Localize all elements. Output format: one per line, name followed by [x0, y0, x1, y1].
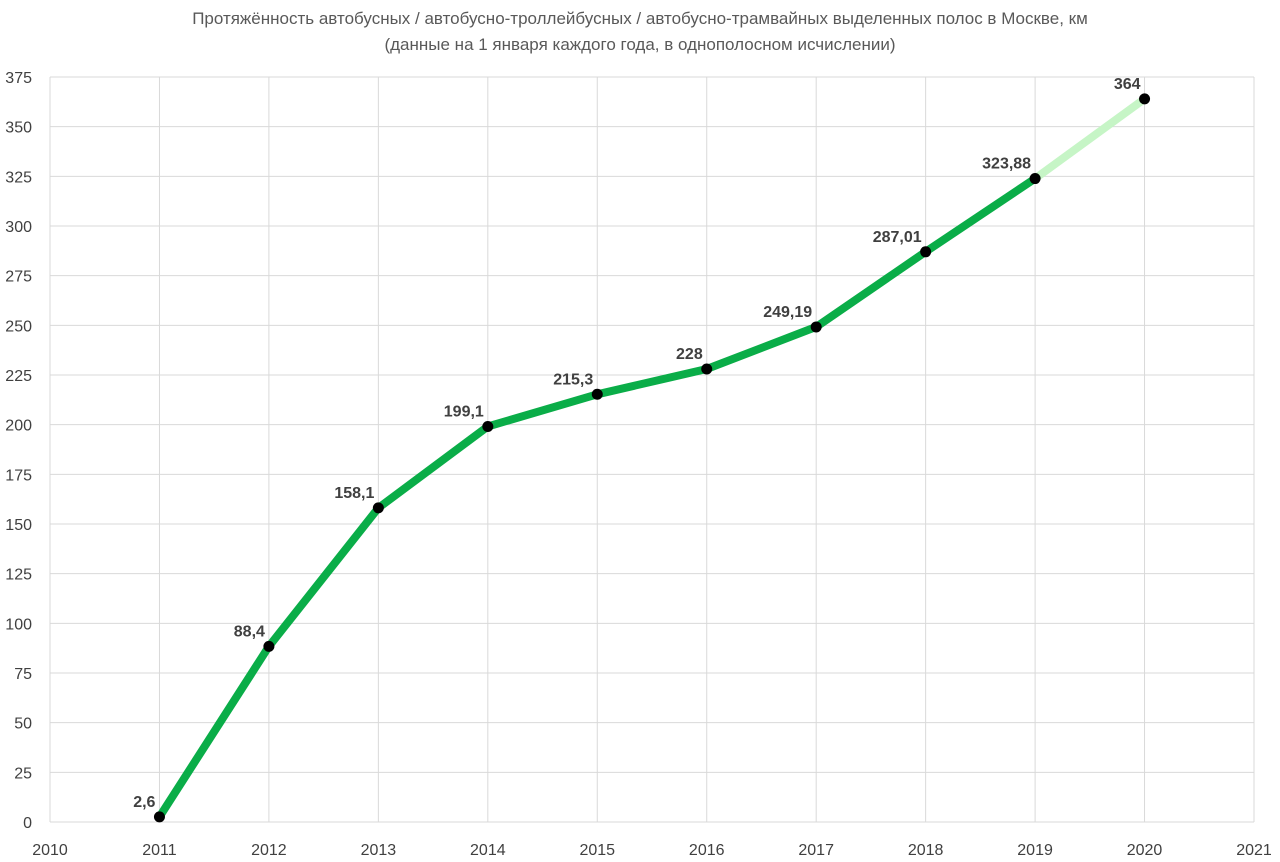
y-tick-label: 325 — [5, 169, 32, 186]
y-tick-label: 75 — [14, 666, 32, 683]
y-tick-label: 175 — [5, 467, 32, 484]
data-point — [153, 811, 165, 823]
x-tick-label: 2013 — [361, 842, 397, 859]
series-markers — [153, 93, 1151, 823]
x-tick-label: 2011 — [142, 842, 177, 859]
data-point — [920, 246, 932, 258]
x-tick-label: 2018 — [908, 842, 944, 859]
y-tick-label: 350 — [5, 120, 32, 137]
data-label: 88,4 — [234, 623, 265, 640]
x-tick-label: 2020 — [1127, 842, 1163, 859]
data-label: 287,01 — [873, 229, 922, 246]
x-tick-label: 2017 — [798, 842, 834, 859]
y-tick-label: 0 — [23, 815, 32, 832]
x-tick-label: 2021 — [1236, 842, 1272, 859]
x-tick-label: 2010 — [32, 842, 68, 859]
series-segment-projected — [1031, 94, 1149, 183]
grid — [49, 76, 1255, 823]
y-tick-label: 150 — [5, 517, 32, 534]
y-tick-label: 100 — [5, 616, 32, 633]
data-point — [1029, 173, 1041, 185]
y-tick-label: 225 — [5, 368, 32, 385]
data-label: 228 — [676, 346, 703, 363]
data-label: 158,1 — [334, 485, 374, 502]
series-line — [155, 94, 1149, 821]
data-point — [482, 420, 494, 432]
data-point — [372, 502, 384, 514]
data-label: 199,1 — [444, 403, 484, 420]
y-tick-label: 125 — [5, 567, 32, 584]
data-label: 2,6 — [133, 794, 155, 811]
y-tick-label: 275 — [5, 269, 32, 286]
y-tick-label: 250 — [5, 318, 32, 335]
x-tick-label: 2015 — [579, 842, 615, 859]
x-tick-label: 2012 — [251, 842, 287, 859]
chart-title: Протяжённость автобусных / автобусно-тро… — [192, 9, 1088, 28]
x-tick-label: 2014 — [470, 842, 506, 859]
x-tick-label: 2016 — [689, 842, 725, 859]
data-point — [701, 363, 713, 375]
data-label: 323,88 — [982, 156, 1031, 173]
data-label: 249,19 — [763, 304, 812, 321]
y-tick-label: 375 — [5, 70, 32, 87]
data-point — [591, 388, 603, 400]
chart-subtitle: (данные на 1 января каждого года, в одно… — [384, 35, 895, 54]
data-labels: 2,6 88,4 158,1 199,1 215,3 228 249,19 287,01 323… — [133, 76, 1140, 811]
y-tick-label: 25 — [14, 765, 32, 782]
x-tick-label: 2019 — [1017, 842, 1053, 859]
data-label: 364 — [1114, 76, 1141, 93]
data-label: 215,3 — [553, 371, 593, 388]
data-point — [1139, 93, 1151, 105]
axis-ticks: 0 25 50 75 100 125 150 175 200 225 250 275 300 325 350… — [5, 70, 1272, 859]
data-point — [263, 640, 275, 652]
data-point — [810, 321, 822, 333]
y-tick-label: 200 — [5, 418, 32, 435]
y-tick-label: 50 — [14, 716, 32, 733]
y-tick-label: 300 — [5, 219, 32, 236]
